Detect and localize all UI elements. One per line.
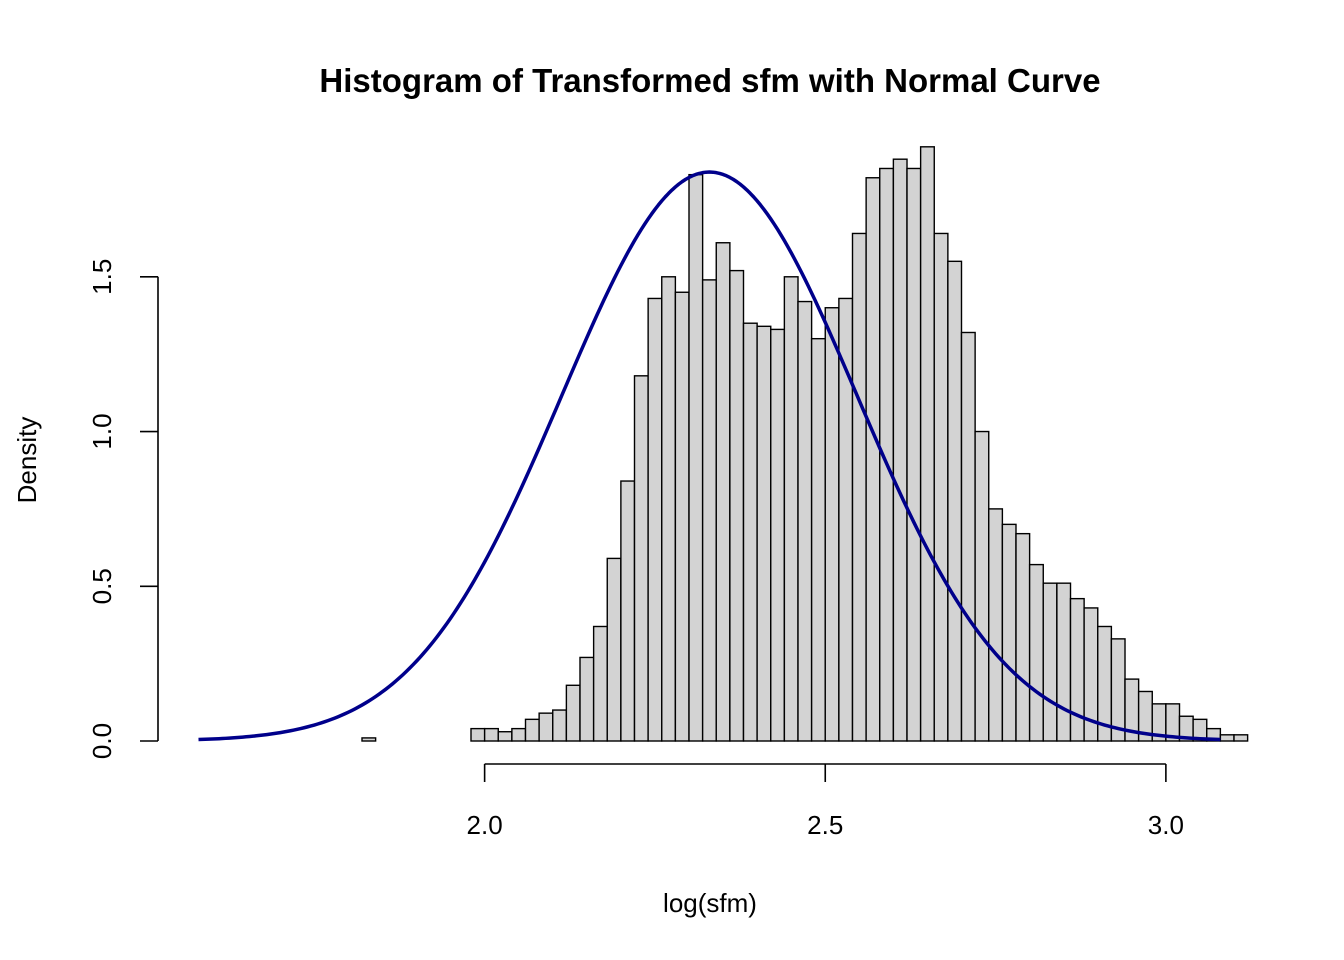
x-axis-label: log(sfm) [663,888,757,918]
histogram-bar [729,269,745,742]
histogram-bar [1028,563,1044,742]
histogram-bar [988,508,1004,742]
histogram-bar [851,232,867,742]
histogram-bar [661,276,677,742]
histogram-bar [715,242,731,742]
histogram-bar [1001,523,1017,742]
histogram-bar [797,300,813,742]
y-tick-label: 0.5 [87,568,117,604]
histogram-bar [701,279,717,742]
x-axis: 2.0 2.5 3.0 [467,763,1184,840]
histogram-bar [933,232,949,742]
y-tick-label: 1.0 [87,413,117,449]
histogram-bar [865,177,881,742]
histogram-bar [552,709,568,742]
normal-curve-line [198,170,1221,742]
histogram-bar [974,430,990,742]
histogram-bar [688,173,704,742]
histogram-bar [1042,582,1058,742]
histogram-bar [783,276,799,742]
y-axis: 0.0 0.5 1.0 1.5 [87,259,159,759]
histogram-bar [1069,597,1085,742]
histogram-bar [483,727,499,742]
normal-curve-group [198,170,1221,742]
histogram-bar [361,737,377,742]
histogram-bar [470,727,486,742]
histogram-bar [592,625,608,742]
histogram-bar [497,731,513,742]
histogram-bar [647,297,663,742]
histogram-bar [1233,734,1249,742]
histogram-bar [524,718,540,742]
histogram-bar [919,146,935,742]
histogram-bar [906,167,922,742]
histogram-bar [960,331,976,742]
histogram-bar [1015,532,1031,742]
x-tick-label: 2.5 [807,810,843,840]
histogram-bar [810,337,826,742]
histogram-bar [633,375,649,742]
histogram-bar [511,727,527,742]
histogram-bar [947,260,963,742]
x-tick-label: 3.0 [1148,810,1184,840]
y-tick-label: 1.5 [87,259,117,295]
histogram-bar [1056,582,1072,742]
histogram-bar [606,557,622,742]
histogram-bar [756,325,772,742]
histogram-bar [1219,734,1235,742]
bars-group [361,146,1249,742]
histogram-bar [824,307,840,742]
x-tick-label: 2.0 [467,810,503,840]
histogram-bar [742,322,758,742]
histogram-bar [674,291,690,742]
histogram-bar [620,480,636,742]
histogram-bar [770,328,786,742]
histogram-bar [565,684,581,742]
histogram-bar [579,656,595,742]
histogram-bar [892,158,908,742]
histogram-bar [538,712,554,742]
y-tick-label: 0.0 [87,723,117,759]
chart-title: Histogram of Transformed sfm with Normal… [319,62,1100,99]
y-axis-label: Density [12,417,42,504]
